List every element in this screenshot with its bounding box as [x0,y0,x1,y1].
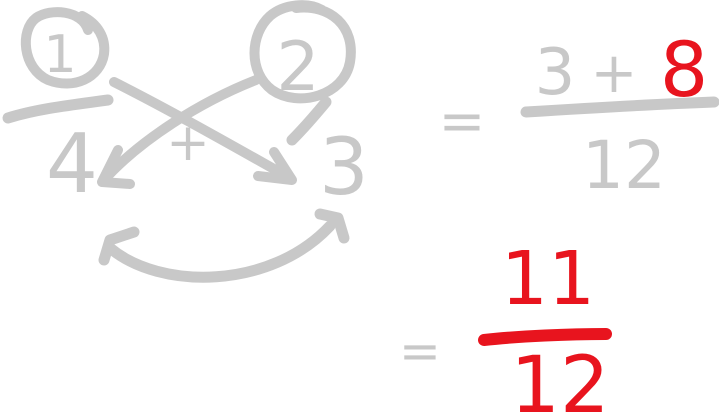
step1-equals: = [439,89,486,154]
cross-arrows: + [97,75,350,283]
step1-denominator: 12 [582,127,666,204]
left-numerator-circle [20,7,110,89]
step2-denominator: 12 [510,341,609,420]
arrow-numerator1-to-denominator3 [109,77,295,183]
arrow-head-bottom-left [98,226,140,266]
arrow-head-bottom-right [314,208,350,244]
arrow-numerator2-to-denominator4 [99,75,261,185]
left-fraction: 1 4 [2,7,114,212]
step2-equals: = [399,322,441,380]
step1-plus: + [591,41,638,106]
step2-numerator: 11 [501,236,595,322]
right-fraction: 2 3 [249,0,369,213]
step1-numerator-first: 3 [535,36,576,110]
right-numerator-circle [249,0,356,104]
step1-fraction-bar [520,96,719,118]
left-numerator: 1 [43,25,76,85]
left-denominator: 4 [46,117,98,212]
step2: = 11 12 [399,236,612,420]
left-fraction-bar [2,94,114,124]
plus-sign: + [166,113,210,173]
arrow-denominators-multiply [104,220,336,283]
step2-fraction-bar [478,328,612,346]
arrow-head-left [97,145,135,189]
right-denominator: 3 [319,123,369,213]
step1: = 3 + 8 12 [439,25,719,204]
right-numerator: 2 [276,28,319,107]
right-fraction-bar [286,96,332,146]
arrow-head-right [253,147,297,185]
